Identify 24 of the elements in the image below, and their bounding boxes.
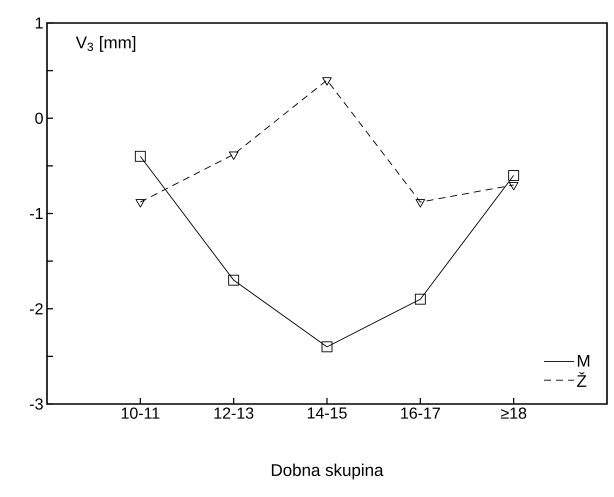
point: [228, 274, 240, 286]
point: [322, 77, 332, 86]
x-tick-label: 14-15: [308, 408, 347, 419]
point: [322, 341, 332, 352]
y-tick-label: 0: [35, 112, 43, 124]
point: [416, 199, 426, 208]
legend-label: M: [578, 354, 590, 367]
point: [508, 170, 520, 181]
x-tick-label: 16-17: [401, 408, 440, 419]
y-tick-label: -2: [30, 303, 43, 314]
y-axis-title: V$_{3}$ [mm]: [76, 36, 136, 52]
point: [228, 151, 238, 160]
point: [136, 199, 146, 208]
legend-label: Ž: [577, 372, 586, 387]
point: [134, 150, 146, 162]
point: [414, 294, 426, 305]
x-tick-label: ≥18: [500, 408, 526, 419]
x-axis-title: Dobna skupina: [272, 464, 384, 480]
y-tick-label: -1: [30, 208, 43, 219]
y-tick-label: -3: [30, 398, 43, 410]
point: [508, 182, 518, 190]
x-tick-label: 12-13: [214, 408, 254, 419]
x-tick-label: 10-11: [122, 408, 160, 419]
y-tick-label: 1: [36, 18, 43, 28]
